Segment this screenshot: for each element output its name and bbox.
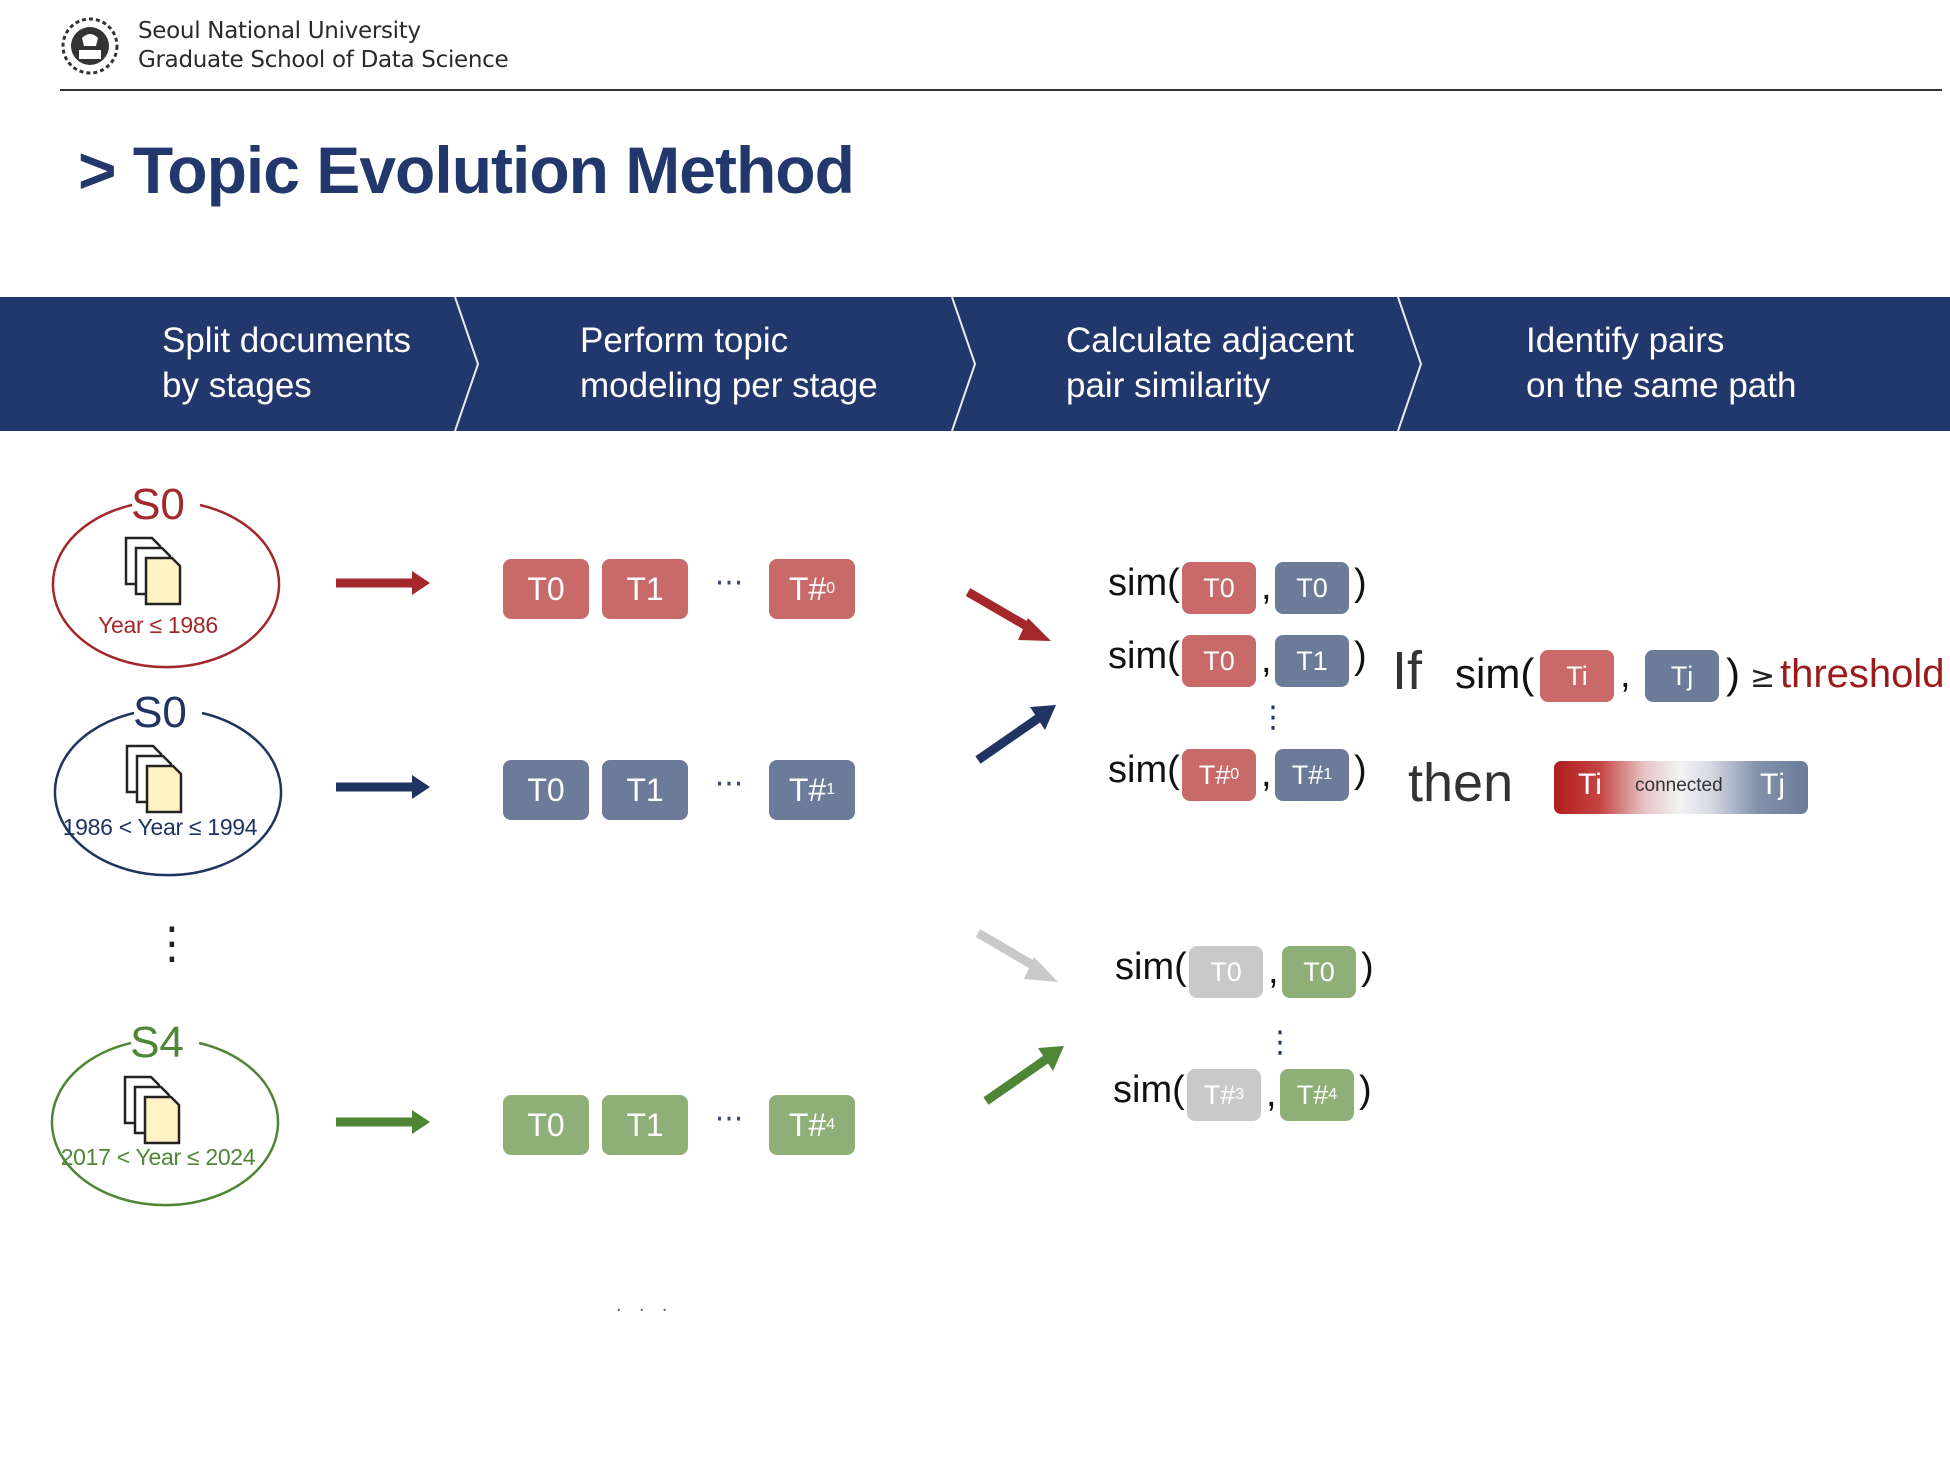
- sim-close: ): [1354, 749, 1367, 791]
- topic-box: T0: [503, 1095, 589, 1155]
- sim-comma: ,: [1261, 639, 1272, 681]
- sim-close: ): [1354, 562, 1367, 604]
- chevron-separator-3: [1397, 297, 1423, 431]
- sim-close: ): [1361, 946, 1374, 988]
- rule-comma: ,: [1620, 654, 1631, 696]
- topic-box: T0: [503, 559, 589, 619]
- sim-function: sim(: [1108, 562, 1180, 604]
- page-title: > Topic Evolution Method: [78, 133, 855, 207]
- stage-years-2: 1986 < Year ≤ 1994: [62, 814, 258, 840]
- arrow-diag-green: [983, 1046, 1064, 1105]
- rule-close: ): [1726, 650, 1740, 697]
- process-banner: [0, 297, 1950, 431]
- sim-left-topic: T# 3: [1187, 1069, 1261, 1121]
- arrow-stage2-topics: [336, 775, 430, 799]
- sim-close: ): [1354, 635, 1367, 677]
- rule-if: If: [1392, 641, 1423, 701]
- sim-close: ): [1359, 1069, 1372, 1111]
- university-name: Seoul National University: [138, 18, 421, 44]
- stage-ellipse-1: [51, 503, 281, 669]
- rule-then: then: [1408, 753, 1514, 813]
- school-name: Graduate School of Data Science: [138, 47, 509, 73]
- sim-right-topic: T# 4: [1280, 1069, 1354, 1121]
- rule-threshold: threshold: [1780, 652, 1945, 696]
- topic-ellipsis: ···: [714, 566, 744, 601]
- connected-bar: [1554, 761, 1808, 814]
- sim-function: sim(: [1113, 1069, 1185, 1111]
- sim-left-topic: T0: [1189, 946, 1263, 998]
- chevron-separator-1: [454, 297, 480, 431]
- arrow-stage3-topics: [336, 1110, 430, 1134]
- rule-sim-function: sim(: [1455, 650, 1535, 697]
- step-topic-modeling: Perform topic modeling per stage: [580, 321, 878, 405]
- chevron-separator-2: [951, 297, 977, 431]
- topic-box: T1: [602, 760, 688, 820]
- topic-box: T1: [602, 559, 688, 619]
- rule-operator: ≥: [1750, 660, 1776, 695]
- stage-ellipse-2: [53, 711, 283, 877]
- stage-years-1: Year ≤ 1986: [98, 612, 218, 638]
- rule-tj-box: Tj: [1645, 650, 1719, 702]
- topic-ellipsis: ···: [714, 767, 744, 802]
- sim-right-topic: T0: [1275, 562, 1349, 614]
- rule-ti-box: Ti: [1540, 650, 1614, 702]
- footer-dots: · · ·: [616, 1300, 668, 1321]
- stage-label-1: S0: [131, 480, 185, 529]
- sim-left-topic: T0: [1182, 562, 1256, 614]
- stage-ellipse-3: [50, 1041, 280, 1207]
- sim-vertical-ellipsis: ⋮: [1258, 700, 1288, 735]
- sim-function: sim(: [1115, 946, 1187, 988]
- university-logo: [60, 16, 120, 76]
- arrow-diag-navy: [975, 705, 1056, 764]
- arrow-stage1-topics: [336, 571, 430, 595]
- sim-left-topic: T0: [1182, 635, 1256, 687]
- arrow-diag-grey: [975, 929, 1058, 982]
- step-pair-similarity: Calculate adjacent pair similarity: [1066, 321, 1354, 405]
- sim-vertical-ellipsis: ⋮: [1265, 1025, 1295, 1060]
- topic-box-last: T# 1: [769, 760, 855, 820]
- arrow-diag-red: [965, 588, 1051, 641]
- sim-left-topic: T# 0: [1182, 749, 1256, 801]
- sim-comma: ,: [1261, 566, 1272, 608]
- topic-box: T1: [602, 1095, 688, 1155]
- connected-tj: Tj: [1760, 768, 1785, 801]
- topic-box: T0: [503, 760, 589, 820]
- connected-label: connected: [1635, 775, 1723, 796]
- sim-function: sim(: [1108, 635, 1180, 677]
- topic-ellipsis: ···: [714, 1102, 744, 1137]
- connected-ti: Ti: [1578, 768, 1602, 801]
- sim-comma: ,: [1261, 753, 1272, 795]
- step-identify-pairs: Identify pairs on the same path: [1526, 321, 1797, 405]
- sim-right-topic: T# 1: [1275, 749, 1349, 801]
- stage-label-2: S0: [133, 688, 187, 737]
- stage-label-3: S4: [130, 1018, 184, 1067]
- stage-vertical-ellipsis: ⋮: [150, 918, 194, 969]
- stage-years-3: 2017 < Year ≤ 2024: [60, 1144, 256, 1170]
- step-split-documents: Split documents by stages: [162, 321, 412, 405]
- header-divider: [60, 89, 1942, 91]
- sim-function: sim(: [1108, 749, 1180, 791]
- sim-comma: ,: [1266, 1073, 1277, 1115]
- sim-right-topic: T0: [1282, 946, 1356, 998]
- topic-box-last: T# 0: [769, 559, 855, 619]
- sim-comma: ,: [1268, 950, 1279, 992]
- topic-box-last: T# 4: [769, 1095, 855, 1155]
- sim-right-topic: T1: [1275, 635, 1349, 687]
